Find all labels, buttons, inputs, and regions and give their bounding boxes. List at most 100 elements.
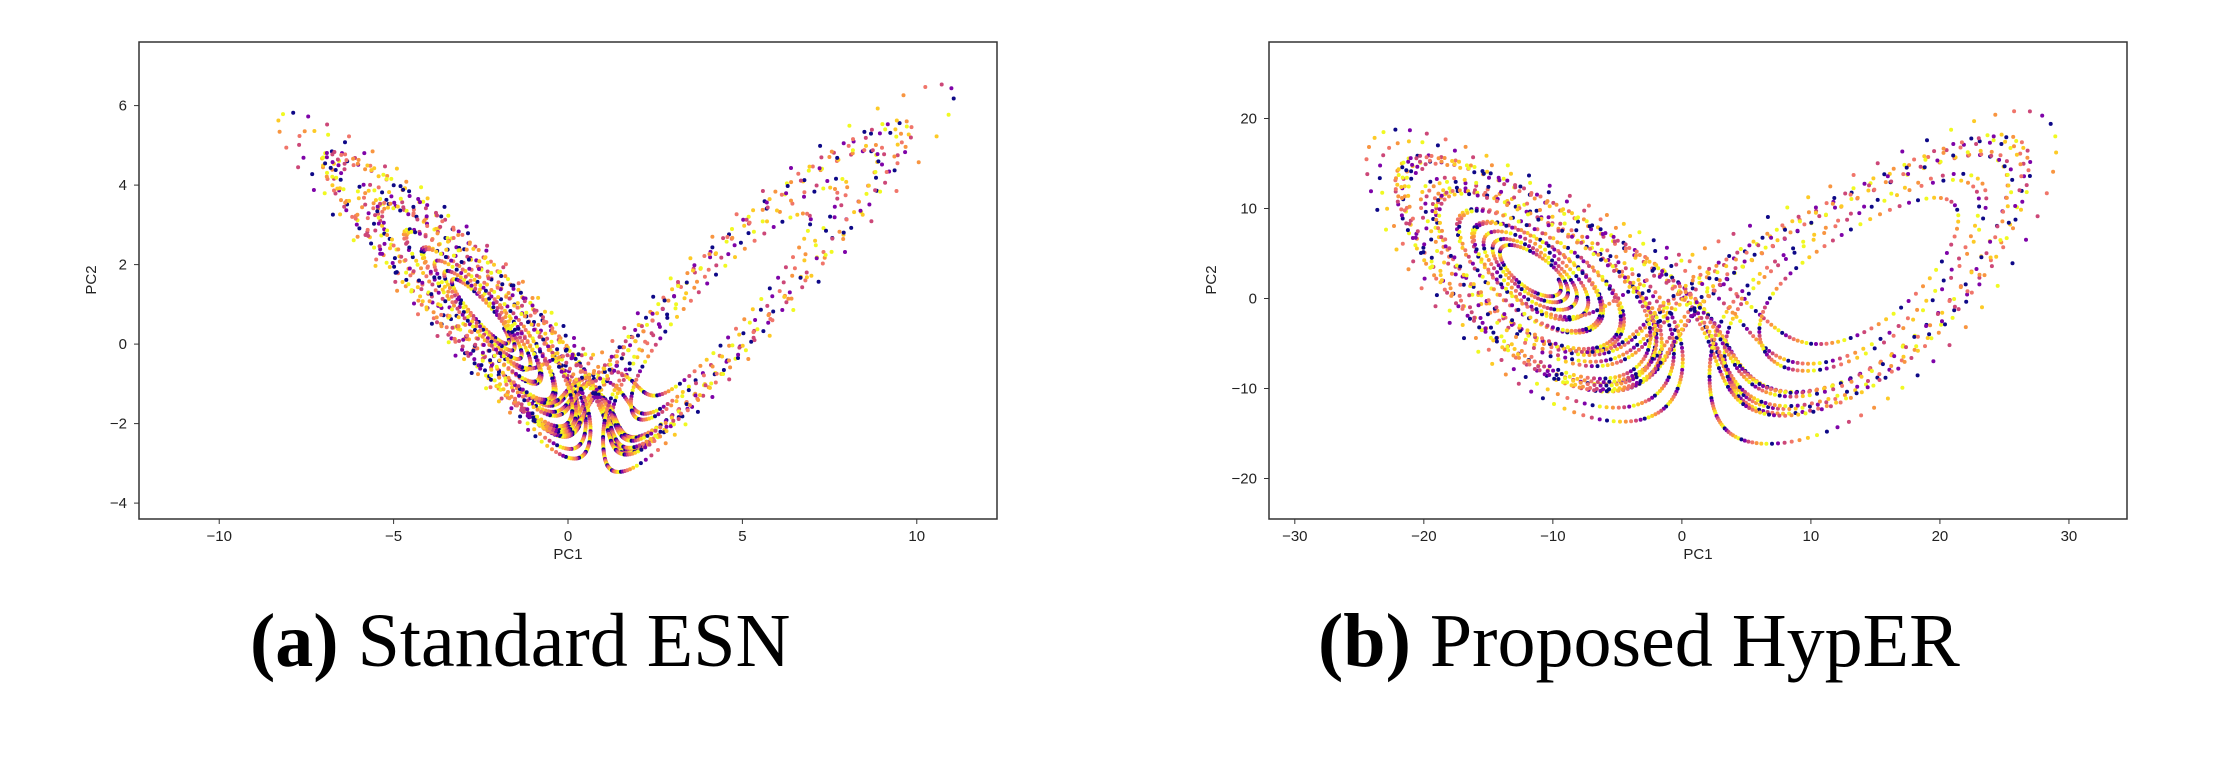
data-point-a [326,132,331,137]
data-point-a [744,217,749,222]
data-point-b [1709,334,1714,338]
data-point-a [755,327,760,332]
data-point-a [908,135,913,140]
data-point-b [1419,286,1424,291]
data-point-b [1447,320,1452,325]
data-point-a [564,360,569,365]
data-point-a [631,385,636,390]
data-point-b [1638,379,1643,383]
data-point-b [1812,232,1817,237]
data-point-b [1432,273,1437,278]
data-point-b [1759,314,1764,319]
data-point-b [1627,246,1632,250]
data-point-a [381,220,386,225]
data-point-b [1834,400,1839,405]
data-point-b [1835,393,1840,398]
data-point-a [410,255,415,260]
data-point-b [1556,257,1561,262]
data-point-b [1912,157,1917,162]
data-point-a [904,124,909,129]
data-point-a [526,411,530,416]
data-point-b [1869,369,1874,373]
data-point-a [725,235,730,239]
data-point-a [325,122,330,127]
data-point-b [1751,239,1756,244]
data-point-b [1546,215,1551,220]
data-point-a [875,152,880,157]
data-point-b [1859,413,1864,418]
data-point-a [666,389,671,394]
data-point-a [858,208,863,213]
data-point-a [614,383,619,388]
data-point-b [1526,291,1531,296]
data-point-a [483,288,488,293]
data-point-a [333,191,338,196]
data-point-b [1757,271,1762,276]
data-point-a [557,452,562,457]
data-point-b [1816,406,1821,411]
data-point-b [1696,311,1701,316]
data-point-b [1905,316,1910,321]
data-point-a [471,348,476,353]
data-point-a [658,406,662,411]
data-point-b [1891,166,1896,171]
data-point-a [515,301,520,306]
data-point-a [339,171,344,176]
data-point-b [1437,181,1442,186]
data-point-a [686,384,691,389]
data-point-a [767,333,772,338]
data-point-b [2028,160,2033,164]
data-point-b [1904,165,1909,170]
data-point-a [559,357,564,362]
data-point-b [1658,324,1663,329]
data-point-b [1940,310,1945,315]
data-point-b [1657,307,1661,312]
data-point-b [1567,315,1572,320]
data-point-a [531,405,536,410]
data-point-a [554,359,558,364]
data-point-a [389,194,394,199]
data-point-a [472,361,477,366]
data-point-b [1585,235,1590,240]
data-point-a [825,179,830,183]
data-point-a [412,301,416,306]
data-point-b [1971,239,1976,244]
data-point-a [509,283,514,288]
data-point-b [1411,259,1416,264]
data-point-a [821,226,826,231]
data-point-b [1528,239,1533,244]
data-point-a [617,345,622,350]
data-point-b [1929,336,1934,341]
data-point-a [527,333,532,338]
data-point-a [623,339,628,344]
data-point-b [1590,349,1595,354]
data-point-a [845,185,850,190]
data-point-a [355,212,360,217]
data-point-b [1963,245,1968,250]
data-point-a [691,268,695,273]
data-point-a [394,270,399,275]
data-point-a [373,198,378,203]
data-point-b [1556,357,1561,362]
data-point-a [415,285,420,290]
data-point-a [684,291,689,296]
data-point-a [322,191,327,196]
data-point-a [602,369,607,374]
data-point-b [1422,258,1427,263]
data-point-b [1428,179,1433,184]
data-point-b [1782,440,1787,445]
data-point-a [596,392,601,397]
data-point-b [1979,152,1984,157]
data-point-b [1806,361,1810,366]
data-point-a [702,254,707,258]
data-point-b [1617,354,1622,359]
data-point-a [511,311,516,316]
data-point-a [585,405,590,410]
data-point-b [1902,359,1907,364]
data-point-a [355,161,360,166]
data-point-a [306,114,311,119]
data-point-b [1982,273,1987,278]
data-point-b [1774,227,1779,232]
data-point-a [438,251,443,256]
data-point-a [535,414,540,419]
